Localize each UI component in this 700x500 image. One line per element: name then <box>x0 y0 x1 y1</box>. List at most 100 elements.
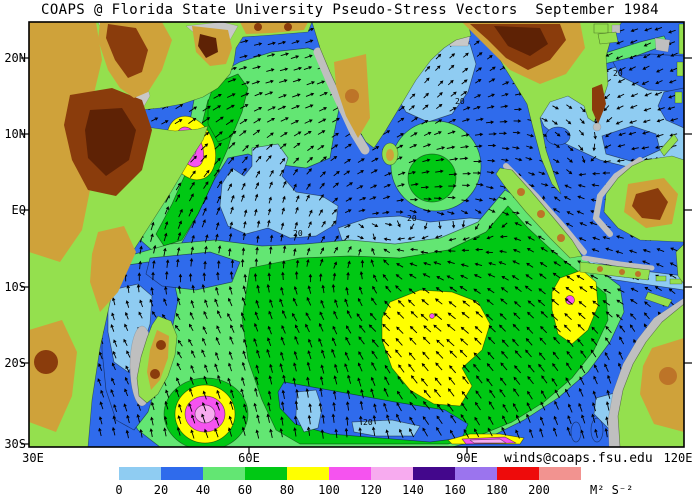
colorbar-swatch-60-80 <box>245 467 287 480</box>
java-brown-2 <box>619 269 625 275</box>
colorbar-label-140: 140 <box>402 483 424 497</box>
colorbar <box>119 467 581 480</box>
ethiopia-highlands-darkbrown <box>85 108 136 176</box>
iran-brown-1 <box>254 23 262 31</box>
colorbar-label-60: 60 <box>237 483 253 497</box>
mekong-delta-gray <box>592 122 602 132</box>
colorbar-label-100: 100 <box>318 483 340 497</box>
sumatra-brown-3 <box>557 234 565 242</box>
south-edge-pink-strip <box>469 438 507 444</box>
madagascar-brown-2 <box>150 369 160 379</box>
colorbar-label-0: 0 <box>115 483 123 497</box>
colorbar-swatch-over-200 <box>539 467 581 480</box>
colorbar-swatch-140-160 <box>413 467 455 480</box>
africa-tan-south <box>29 320 77 432</box>
south-blue-drop-2 <box>590 417 604 443</box>
sumatra-brown-1 <box>517 188 525 196</box>
colorbar-swatch-180-200 <box>497 467 539 480</box>
oman-brown-mountains <box>198 34 218 58</box>
colorbar-swatch-20-40 <box>161 467 203 480</box>
lon-label-60e: 60E <box>238 451 260 465</box>
colorbar-label-160: 160 <box>444 483 466 497</box>
palawan-island <box>659 133 679 157</box>
colorbar-swatch-160-180 <box>455 467 497 480</box>
africa-brown-south <box>34 350 58 374</box>
bengal-green-core <box>407 153 457 203</box>
map-frame <box>28 21 685 448</box>
colorbar-label-120: 120 <box>360 483 382 497</box>
scs-blue-pocket-north <box>611 53 684 93</box>
lat-label-10n: 10N <box>4 127 26 141</box>
java-shelf-gray-strip <box>581 255 655 271</box>
colorbar-label-200: 200 <box>528 483 550 497</box>
lat-label-30s: 30S <box>4 437 26 451</box>
plot-title: COAPS @ Florida State University Pseudo-… <box>40 2 659 18</box>
sri-lanka-tan <box>386 149 394 161</box>
indochina-landmass <box>461 22 623 195</box>
borneo-shelf-gray-strip <box>592 157 643 237</box>
south-wedge-lightblue-2 <box>351 419 421 437</box>
corner-island-2 <box>597 31 619 45</box>
lat-label-20s: 20S <box>4 356 26 370</box>
east-yellow-magenta-dot <box>565 295 575 305</box>
edge-land-sliver <box>675 243 684 285</box>
australia-brown <box>659 367 677 385</box>
sunda-island-2 <box>669 278 683 285</box>
contour-label-south: 20 <box>363 418 373 427</box>
lon-label-120e: 120E <box>663 451 693 465</box>
borneo-brown-core <box>632 188 668 220</box>
colorbar-swatch-80-100 <box>287 467 329 480</box>
south-blue-drop-1 <box>570 421 582 443</box>
arabia-brown-mountains <box>106 24 148 78</box>
africa-tan-north <box>29 22 102 262</box>
border-green-sliver <box>678 23 684 55</box>
java-brown-3 <box>635 271 641 277</box>
colorbar-label-180: 180 <box>486 483 508 497</box>
credit-email: winds@coaps.fsu.edu <box>504 451 653 466</box>
colorbar-label-40: 40 <box>195 483 211 497</box>
arabian-sea-calm-lightblue-blob <box>219 143 339 239</box>
australia-tan-interior <box>640 338 684 432</box>
axis-ticks <box>21 57 692 453</box>
taiwan-shelf-gray <box>654 37 671 53</box>
india-ghats-brown <box>345 89 359 103</box>
madagascar-storm-pink-core <box>194 404 216 424</box>
south-blue-wedge <box>277 381 469 443</box>
sunda-island-1 <box>655 275 667 282</box>
vietnam-brown-sliver <box>592 84 606 124</box>
java-brown-1 <box>597 266 603 272</box>
contour-label-equatorial: 20 <box>407 214 417 223</box>
somali-green-patch-north <box>207 73 249 143</box>
india-shelf-gray-strip <box>313 47 370 155</box>
colorbar-units: M² S⁻² <box>590 483 634 497</box>
java-island <box>579 261 651 281</box>
colorbar-swatch-40-60 <box>203 467 245 480</box>
colorbar-swatch-120-140 <box>371 467 413 480</box>
timor-island <box>644 291 673 308</box>
philippines-sliver-2 <box>674 91 683 104</box>
kenya-tan-band <box>90 226 136 312</box>
sumatra-brown-2 <box>537 210 545 218</box>
colorbar-swatch-100-120 <box>329 467 371 480</box>
contour-label-scs: 20 <box>613 69 623 78</box>
contour-label-bengal: 20 <box>455 97 465 106</box>
corner-island-1 <box>593 23 609 34</box>
lon-label-90e: 90E <box>456 451 478 465</box>
map-layers: 20 20 20 20 20 <box>29 22 684 447</box>
lon-label-30e: 30E <box>22 451 44 465</box>
north-madagascar-blue <box>145 251 241 291</box>
colorbar-label-80: 80 <box>279 483 295 497</box>
south-wedge-lightblue-1 <box>295 389 323 433</box>
colorbar-swatch-0-20 <box>119 467 161 480</box>
madagascar-brown-1 <box>156 340 166 350</box>
contour-label-arabian: 20 <box>293 229 303 238</box>
lat-label-20n: 20N <box>4 51 26 65</box>
lat-label-10s: 10S <box>4 280 26 294</box>
philippines-sliver-1 <box>676 61 684 77</box>
central-yellow-magenta-dot <box>429 313 435 319</box>
iran-brown-2 <box>284 23 292 31</box>
burma-darkbrown-core <box>494 26 548 56</box>
colorbar-label-20: 20 <box>153 483 169 497</box>
